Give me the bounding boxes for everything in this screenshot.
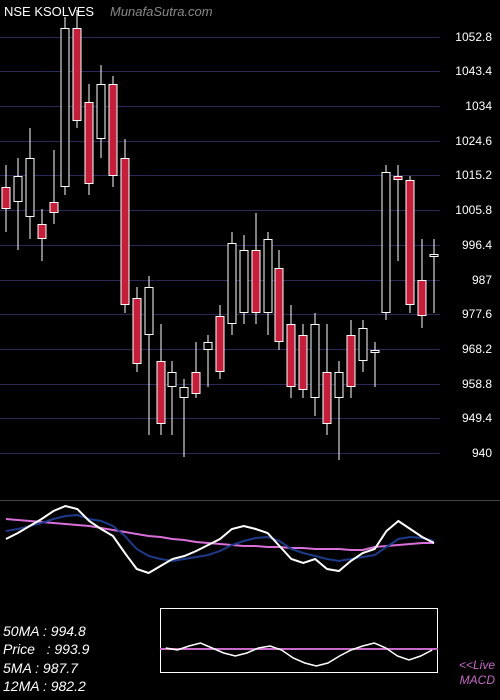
indicator-panel bbox=[0, 500, 500, 600]
price-label: 1005.8 bbox=[455, 203, 492, 217]
candle-body bbox=[216, 316, 225, 371]
candle-body bbox=[358, 328, 367, 361]
stock-chart-container: NSE KSOLVES MunafaSutra.com 1052.8 1043.4… bbox=[0, 0, 500, 700]
gridline bbox=[0, 418, 440, 419]
candle-body bbox=[97, 84, 106, 139]
candle-body bbox=[49, 202, 58, 213]
macd-label-name: MACD bbox=[460, 673, 495, 687]
candle-body bbox=[394, 176, 403, 180]
gridline bbox=[0, 210, 440, 211]
candle-body bbox=[287, 324, 296, 387]
candle-body bbox=[204, 342, 213, 349]
price-label: 949.4 bbox=[462, 411, 492, 425]
candle-body bbox=[168, 372, 177, 387]
price-label: 987 bbox=[472, 273, 492, 287]
candle-body bbox=[13, 176, 22, 202]
candle-body bbox=[144, 287, 153, 335]
candle-body bbox=[192, 372, 201, 394]
candle-body bbox=[239, 250, 248, 313]
candle-body bbox=[1, 187, 10, 209]
candle-body bbox=[334, 372, 343, 398]
info-12ma: 12MA : 982.2 bbox=[3, 677, 89, 695]
price-axis: 1052.8 1043.4 1034 1024.6 1015.2 1005.8 996.4 9… bbox=[440, 0, 500, 500]
price-label: 1015.2 bbox=[455, 168, 492, 182]
candle-body bbox=[275, 268, 284, 342]
ma-lines-svg bbox=[0, 501, 500, 601]
price-label: 1034 bbox=[465, 99, 492, 113]
macd-line bbox=[166, 643, 432, 666]
price-label: 968.2 bbox=[462, 342, 492, 356]
candle-body bbox=[120, 158, 129, 306]
info-box: 50MA : 994.8 Price : 993.9 5MA : 987.7 1… bbox=[3, 622, 89, 695]
price-label: 1043.4 bbox=[455, 64, 492, 78]
candle-body bbox=[156, 361, 165, 424]
info-price: Price : 993.9 bbox=[3, 640, 89, 658]
info-50ma: 50MA : 994.8 bbox=[3, 622, 89, 640]
price-label: 977.6 bbox=[462, 307, 492, 321]
candle-body bbox=[108, 84, 117, 176]
candlestick-chart bbox=[0, 0, 440, 500]
candle-body bbox=[370, 350, 379, 354]
candle-body bbox=[25, 158, 34, 217]
candle-body bbox=[85, 102, 94, 183]
candle-body bbox=[430, 254, 439, 258]
watermark-text: MunafaSutra.com bbox=[110, 4, 213, 19]
candle-wick bbox=[53, 150, 54, 224]
candle-body bbox=[406, 180, 415, 306]
gridline bbox=[0, 453, 440, 454]
price-label: 1024.6 bbox=[455, 134, 492, 148]
candle-body bbox=[263, 239, 272, 313]
candle-body bbox=[132, 298, 141, 364]
chart-title: NSE KSOLVES bbox=[4, 4, 94, 19]
macd-svg bbox=[160, 608, 438, 673]
candle-body bbox=[227, 243, 236, 324]
price-label: 1052.8 bbox=[455, 30, 492, 44]
macd-label-live: <<Live bbox=[459, 658, 495, 672]
candle-body bbox=[323, 372, 332, 424]
candle-body bbox=[311, 324, 320, 398]
price-label: 996.4 bbox=[462, 238, 492, 252]
candle-body bbox=[180, 387, 189, 398]
candle-body bbox=[73, 28, 82, 120]
candle-wick bbox=[17, 158, 18, 250]
info-5ma: 5MA : 987.7 bbox=[3, 659, 89, 677]
gridline bbox=[0, 280, 440, 281]
price-label: 940 bbox=[472, 446, 492, 460]
macd-panel: 50MA : 994.8 Price : 993.9 5MA : 987.7 1… bbox=[0, 600, 500, 700]
candle-body bbox=[37, 224, 46, 239]
gridline bbox=[0, 245, 440, 246]
candle-body bbox=[382, 172, 391, 312]
candle-body bbox=[346, 335, 355, 387]
price-label: 958.8 bbox=[462, 377, 492, 391]
candle-body bbox=[251, 250, 260, 313]
candle-wick bbox=[434, 239, 435, 313]
candle-body bbox=[299, 335, 308, 390]
ma-pink-line bbox=[6, 519, 434, 550]
candle-body bbox=[418, 280, 427, 317]
candle-body bbox=[61, 28, 70, 187]
